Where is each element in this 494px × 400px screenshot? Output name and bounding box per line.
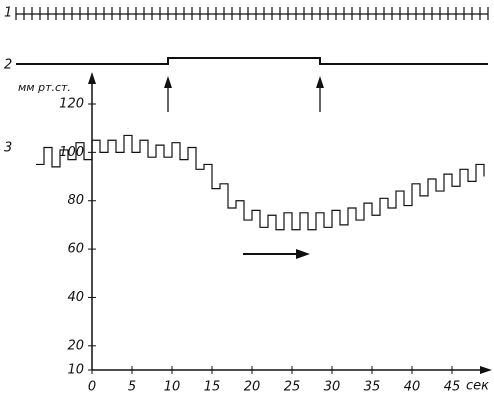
x-axis-label: сек: [466, 379, 489, 394]
x-tick-label: 5: [128, 380, 136, 395]
x-tick-label: 10: [164, 380, 181, 395]
x-tick-label: 35: [364, 380, 381, 395]
y-tick-label: 80: [67, 193, 84, 208]
direction-arrow: [243, 249, 310, 259]
x-tick-label: 25: [284, 380, 301, 395]
x-tick-label: 20: [244, 380, 261, 395]
pressure-trace: [36, 134, 485, 231]
y-tick-label: 40: [67, 290, 84, 305]
x-tick-label: 30: [324, 380, 341, 395]
signal-arrow-head: [164, 76, 172, 88]
y-tick-label: 60: [67, 242, 84, 257]
trace-label: 1: [4, 6, 12, 21]
x-axis-arrow: [480, 366, 492, 374]
x-tick-label: 45: [444, 380, 461, 395]
x-tick-label: 0: [88, 380, 96, 395]
signal-arrow-head: [316, 76, 324, 88]
trace-label: 3: [4, 141, 12, 156]
y-axis-arrow: [88, 72, 96, 84]
y-tick-label: 120: [59, 97, 84, 112]
y-axis-label: мм рт.ст.: [18, 81, 71, 94]
y-tick-label: 100: [59, 145, 84, 160]
x-tick-label: 40: [404, 380, 421, 395]
y-tick-label: 10: [67, 363, 84, 378]
y-tick-label: 20: [67, 338, 84, 353]
x-tick-label: 15: [204, 380, 221, 395]
trace-label: 2: [4, 58, 12, 73]
signal-trace: [16, 57, 488, 65]
